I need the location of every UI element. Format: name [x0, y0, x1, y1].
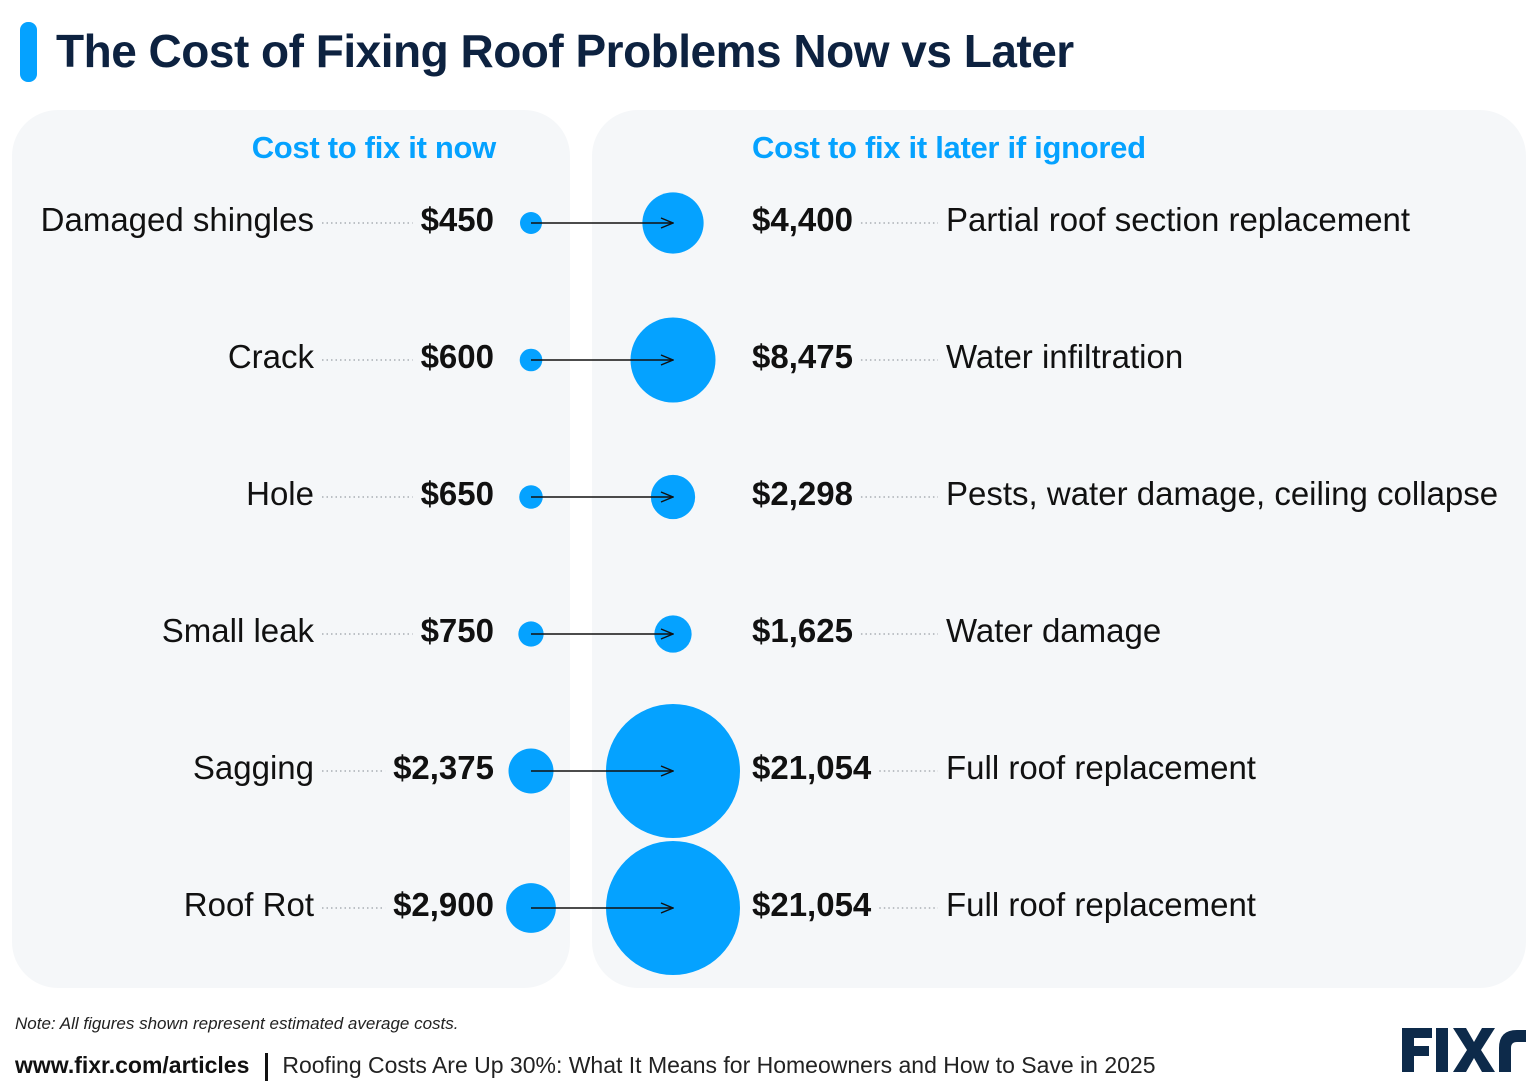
outcome-label: Water damage	[946, 612, 1162, 649]
issue-label: Damaged shingles	[40, 201, 314, 238]
later-column-header: Cost to fix it later if ignored	[752, 130, 1146, 165]
later-cost-label: $8,475	[752, 338, 853, 375]
now-cost-label: $650	[420, 475, 494, 512]
page-title: The Cost of Fixing Roof Problems Now vs …	[56, 25, 1074, 77]
footer-divider	[265, 1052, 269, 1081]
footer-site-link[interactable]: www.fixr.com/articles	[15, 1052, 250, 1078]
outcome-label: Pests, water damage, ceiling collapse	[946, 475, 1499, 512]
fixr-logo	[1402, 1028, 1526, 1072]
later-cost-label: $4,400	[752, 201, 853, 238]
now-cost-label: $2,900	[393, 886, 494, 923]
chart-row: Small leak $750 $1,625 Water damage	[0, 606, 1540, 656]
chart-row: Damaged shingles $450 $4,400 Partial roof s…	[0, 195, 1540, 245]
footnote: Note: All figures shown represent estima…	[15, 1014, 459, 1033]
chart-row: Sagging $2,375 $21,054 Full roof replacemen…	[0, 743, 1540, 793]
outcome-label: Full roof replacement	[946, 749, 1256, 786]
later-cost-label: $21,054	[752, 886, 872, 923]
now-cost-label: $750	[420, 612, 494, 649]
now-cost-label: $450	[420, 201, 494, 238]
issue-label: Hole	[246, 475, 314, 512]
now-cost-label: $600	[420, 338, 494, 375]
chart-row: Hole $650 $2,298 Pests, water damage, ceili…	[0, 469, 1540, 519]
issue-label: Sagging	[192, 749, 314, 786]
later-cost-label: $1,625	[752, 612, 853, 649]
title-accent-bar	[20, 22, 37, 82]
now-column-header: Cost to fix it now	[251, 130, 497, 165]
outcome-label: Partial roof section replacement	[946, 201, 1411, 238]
later-panel	[592, 110, 1526, 988]
later-cost-label: $2,298	[752, 475, 853, 512]
issue-label: Small leak	[161, 612, 314, 649]
outcome-label: Full roof replacement	[946, 886, 1256, 923]
chart-row: Roof Rot $2,900 $21,054 Full roof replaceme…	[0, 880, 1540, 930]
outcome-label: Water infiltration	[946, 338, 1184, 375]
later-cost-label: $21,054	[752, 749, 872, 786]
now-cost-label: $2,375	[393, 749, 494, 786]
issue-label: Crack	[227, 338, 314, 375]
footer: www.fixr.com/articles Roofing Costs Are U…	[15, 1047, 1156, 1083]
chart-row: Crack $600 $8,475 Water infiltration	[0, 332, 1540, 382]
footer-article-title: Roofing Costs Are Up 30%: What It Means …	[282, 1052, 1156, 1078]
issue-label: Roof Rot	[183, 886, 314, 923]
now-panel	[12, 110, 570, 988]
